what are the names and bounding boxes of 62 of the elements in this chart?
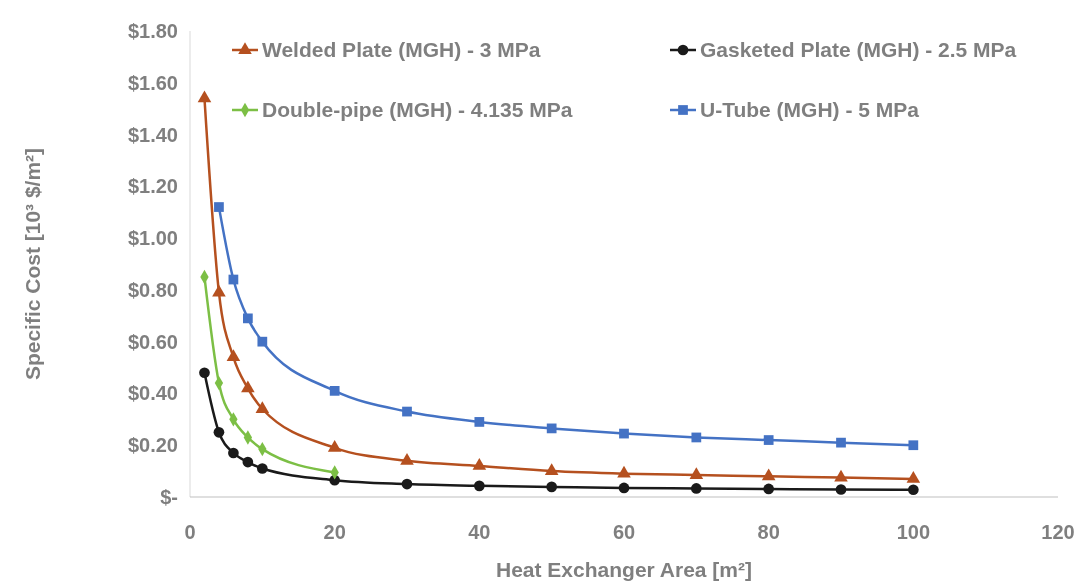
point [213,426,225,438]
y-tick-label: $0.80 [127,278,178,301]
point [212,284,226,297]
y-tick-label: $1.20 [127,175,178,198]
y-axis-title: Specific Cost [10³ $/m²] [21,147,44,381]
point [197,90,212,103]
point [402,406,412,417]
point [763,435,774,445]
legend-label: Double-pipe (MGH) - 4.135 MPa [262,98,573,122]
x-axis-title: Heat Exchanger Area [m²] [496,558,752,581]
y-tick-label: $0.60 [127,330,178,353]
point [242,456,254,468]
point [835,484,847,495]
point [546,481,558,493]
x-tick-label: 40 [468,521,491,543]
y-tick-label: $- [160,486,178,508]
point [908,440,919,451]
point [228,447,239,459]
point [473,480,485,492]
point [255,401,270,413]
point [836,437,846,448]
y-tick-label: $0.20 [127,434,178,457]
y-tick-label: $1.00 [127,227,178,250]
point [327,439,342,452]
point [257,336,268,347]
y-tick-label: $1.40 [127,123,178,146]
x-tick-label: 60 [612,521,636,543]
point [617,465,631,478]
point [691,432,702,443]
legend-label: U-Tube (MGH) - 5 MPa [700,98,920,122]
point [544,463,559,476]
point [907,484,919,496]
point [689,467,704,479]
point [242,313,253,324]
point [241,380,255,393]
y-tick-label: $0.40 [127,382,178,405]
point [761,468,776,481]
y-tick-label: $1.80 [127,20,178,42]
point [906,471,921,483]
x-tick-label: 0 [184,521,196,543]
point [763,483,775,495]
legend-label: Gasketed Plate (MGH) - 2.5 MPa [700,38,1017,62]
point [214,202,224,212]
point [546,423,557,434]
x-tick-label: 80 [757,521,780,543]
x-tick-label: 100 [896,521,931,543]
y-tick-label: $1.60 [127,71,178,94]
point [619,428,629,439]
point [400,452,414,465]
point [401,478,413,490]
legend-label: Welded Plate (MGH) - 3 MPa [262,38,541,62]
point [472,458,487,470]
point [834,469,848,482]
point [690,483,702,494]
point [474,417,485,427]
point [618,482,630,494]
point [199,367,210,379]
point [329,385,340,396]
x-tick-label: 20 [323,521,346,543]
point [256,463,268,474]
point [226,349,241,362]
x-tick-label: 120 [1041,521,1075,543]
